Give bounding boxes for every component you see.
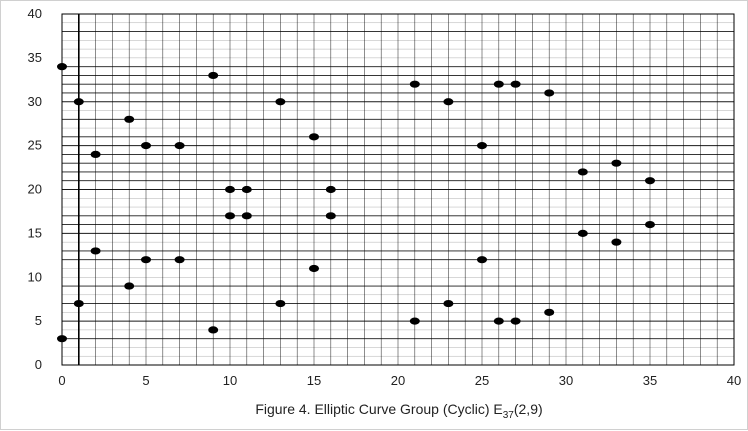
data-point bbox=[141, 142, 151, 150]
data-point bbox=[325, 185, 336, 194]
y-tick-label: 0 bbox=[35, 357, 42, 372]
data-point bbox=[309, 264, 319, 273]
data-point bbox=[443, 299, 454, 308]
data-point bbox=[309, 133, 319, 141]
x-tick-label: 5 bbox=[142, 373, 149, 388]
data-point bbox=[493, 80, 504, 88]
data-point bbox=[241, 212, 252, 220]
x-tick-label: 25 bbox=[475, 373, 489, 388]
x-tick-label: 0 bbox=[58, 373, 65, 388]
data-point bbox=[477, 256, 487, 264]
y-tick-label: 5 bbox=[35, 313, 42, 328]
data-point bbox=[275, 98, 286, 106]
data-point bbox=[409, 80, 420, 88]
data-point bbox=[208, 326, 219, 334]
data-point bbox=[510, 80, 521, 88]
y-tick-label: 40 bbox=[28, 6, 42, 21]
data-point bbox=[90, 150, 101, 158]
y-tick-label: 20 bbox=[28, 182, 42, 197]
data-point bbox=[208, 71, 219, 80]
data-point bbox=[325, 212, 336, 220]
figure-caption-tail: (2,9) bbox=[514, 401, 543, 417]
x-tick-label: 10 bbox=[223, 373, 237, 388]
data-point bbox=[510, 317, 521, 325]
data-point bbox=[57, 63, 67, 71]
data-point bbox=[544, 89, 555, 97]
data-point bbox=[443, 98, 454, 106]
plot-border bbox=[61, 13, 735, 366]
data-point bbox=[544, 308, 555, 316]
grid-layer bbox=[61, 13, 735, 366]
figure-caption: Figure 4. Elliptic Curve Group (Cyclic) … bbox=[255, 401, 542, 421]
data-point bbox=[611, 238, 622, 246]
data-point bbox=[57, 335, 67, 343]
x-tick-label: 30 bbox=[559, 373, 573, 388]
data-point bbox=[174, 142, 185, 150]
data-point bbox=[225, 212, 235, 220]
data-point bbox=[141, 256, 151, 264]
x-tick-label: 35 bbox=[643, 373, 657, 388]
figure-caption-subscript: 37 bbox=[503, 410, 515, 421]
data-point bbox=[409, 317, 420, 325]
y-tick-label: 25 bbox=[28, 138, 42, 153]
y-tick-label: 35 bbox=[28, 50, 42, 65]
data-point bbox=[577, 229, 588, 237]
data-point bbox=[577, 168, 588, 176]
data-point bbox=[124, 282, 135, 290]
y-tick-label: 30 bbox=[28, 94, 42, 109]
figure-caption-text: Figure 4. Elliptic Curve Group (Cyclic) … bbox=[255, 401, 502, 417]
data-point bbox=[645, 177, 655, 185]
tick-labels: 0 5 10 15 20 25 30 35 40 0 5 10 15 20 25 30 35 40 bbox=[28, 6, 742, 388]
y-tick-label: 15 bbox=[28, 225, 42, 240]
data-point bbox=[225, 185, 235, 194]
x-tick-label: 15 bbox=[307, 373, 321, 388]
data-point bbox=[90, 247, 101, 255]
data-point bbox=[241, 185, 252, 194]
data-point bbox=[477, 142, 487, 150]
data-point bbox=[645, 221, 655, 229]
data-point bbox=[73, 299, 84, 308]
data-point bbox=[174, 256, 185, 264]
data-point bbox=[493, 317, 504, 325]
y-tick-label: 10 bbox=[28, 269, 42, 284]
x-tick-label: 40 bbox=[727, 373, 741, 388]
x-tick-label: 20 bbox=[391, 373, 405, 388]
data-point bbox=[611, 159, 622, 167]
data-point bbox=[124, 115, 135, 123]
data-points bbox=[57, 63, 655, 343]
data-point bbox=[73, 98, 84, 106]
data-point bbox=[275, 299, 286, 308]
